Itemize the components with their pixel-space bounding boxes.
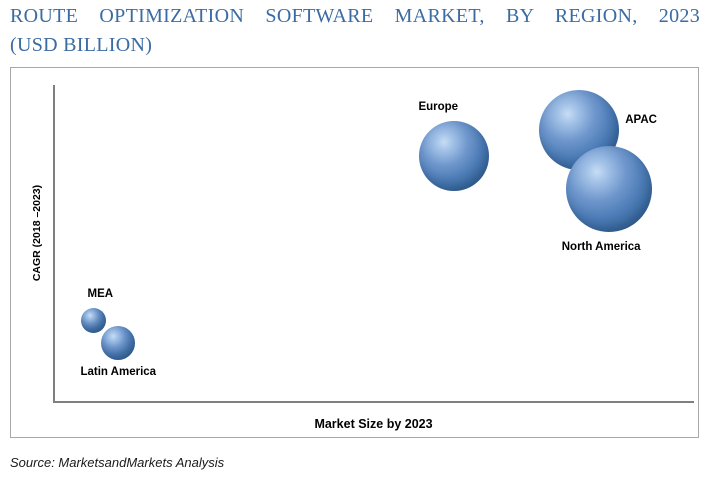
chart-title-line1: ROUTE OPTIMIZATION SOFTWARE MARKET, BY R… — [10, 5, 700, 27]
bubble-label-mea: MEA — [87, 288, 114, 301]
bubble-label-north-america: North America — [561, 240, 641, 253]
source-text: Source: MarketsandMarkets Analysis — [10, 455, 225, 470]
x-axis-line — [53, 401, 694, 403]
chart-frame: CAGR (2018 –2023) Market Size by 2023 ME… — [10, 67, 699, 438]
bubble-europe — [419, 121, 490, 192]
bubble-label-apac: APAC — [625, 113, 657, 126]
x-axis-label: Market Size by 2023 — [314, 417, 433, 431]
y-axis-label: CAGR (2018 –2023) — [31, 184, 43, 282]
bubble-mea — [80, 307, 106, 333]
bubble-label-europe: Europe — [418, 101, 459, 114]
bubble-label-latin-america: Latin America — [80, 365, 157, 378]
bubble-latin-america — [101, 325, 136, 360]
chart-title: ROUTE OPTIMIZATION SOFTWARE MARKET, BY R… — [10, 2, 700, 60]
y-axis-line — [53, 85, 55, 401]
chart-title-line2: (USD BILLION) — [10, 34, 153, 56]
bubble-north-america — [566, 145, 653, 232]
